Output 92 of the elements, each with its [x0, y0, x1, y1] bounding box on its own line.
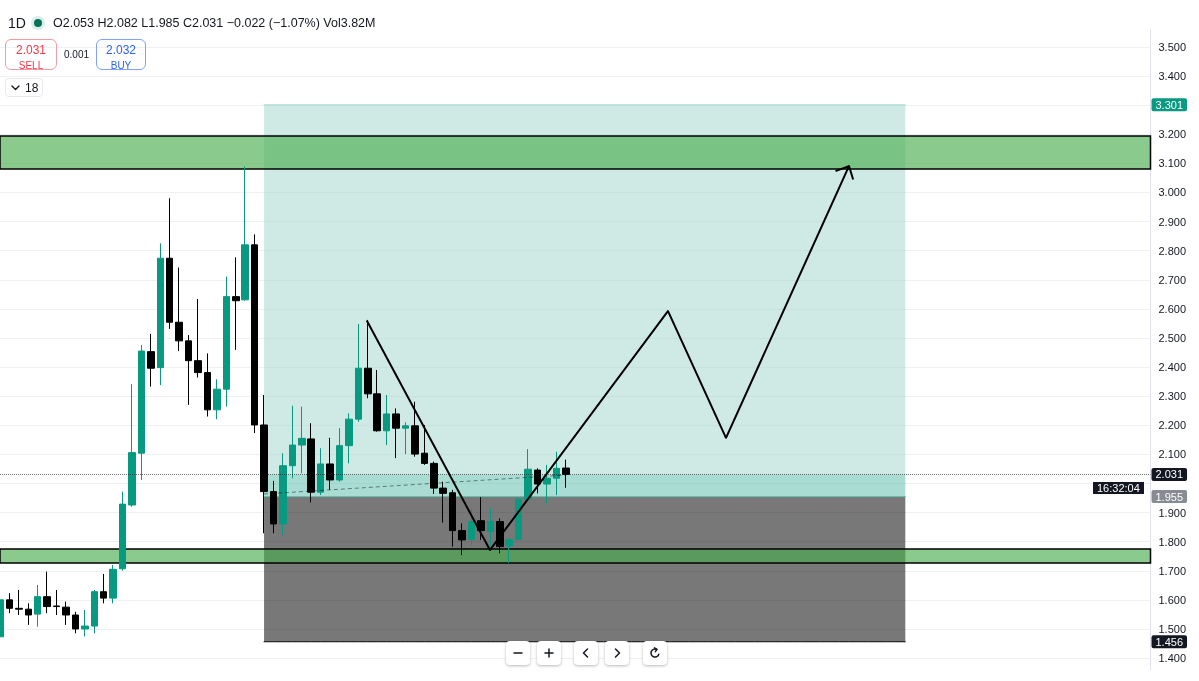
candlestick: [553, 451, 560, 496]
candlestick: [515, 497, 522, 541]
candlestick: [402, 421, 409, 455]
buy-button: 2.032 BUY: [96, 39, 146, 70]
candlestick: [468, 507, 475, 546]
candlestick: [260, 394, 268, 534]
candlestick: [487, 507, 494, 548]
candlestick: [119, 491, 126, 572]
candlestick: [524, 448, 532, 501]
chart-title: 1D: [8, 15, 26, 31]
toggle-button: 18: [5, 78, 43, 97]
annotation: 16:32:04: [1093, 482, 1144, 494]
candlestick: [392, 407, 400, 459]
y-tick-label: 3.100: [1158, 157, 1187, 170]
candlestick: [458, 522, 466, 556]
candlestick: [53, 589, 60, 616]
candlestick: [34, 584, 41, 628]
y-tick-label: 2.300: [1158, 390, 1187, 403]
candlestick: [43, 571, 51, 614]
ref-line-label: 2.031: [1155, 468, 1184, 481]
candlestick: [496, 517, 504, 554]
annotation: 2.032: [105, 43, 137, 57]
y-tick-label: 3.200: [1158, 128, 1187, 141]
candlestick: [449, 489, 456, 548]
candlestick: [383, 394, 390, 446]
chart-subtitle: O2.053 H2.082 L1.985 C2.031 −0.022 (−1.07%) Vol3.82M: [53, 16, 376, 30]
annotation: 2.031: [15, 43, 47, 57]
candlestick: [204, 352, 211, 418]
candlestick: [15, 589, 23, 616]
annotation: 1.456: [1155, 635, 1184, 648]
candlestick: [241, 166, 249, 302]
candlestick: [336, 427, 343, 483]
annotation: 1.955: [1155, 490, 1184, 503]
candlestick: [355, 323, 362, 423]
candlestick: [91, 589, 98, 634]
y-tick-label: 2.100: [1158, 448, 1187, 461]
candlestick: [317, 447, 324, 496]
candlestick: [421, 424, 428, 466]
candlestick: [72, 611, 79, 634]
candlestick: [298, 406, 306, 474]
y-tick-label: 1.500: [1158, 622, 1187, 635]
y-tick-label: 3.000: [1158, 186, 1187, 199]
y-tick-label: 2.600: [1158, 302, 1187, 315]
candlestick: [270, 480, 277, 534]
candlestick: [147, 333, 155, 388]
candlestick: [289, 405, 296, 479]
candlestick: [232, 256, 240, 351]
candlestick: [138, 344, 145, 481]
y-tick-label: 3.400: [1158, 70, 1187, 83]
candlestick: [411, 401, 419, 458]
y-tick-label: 1.900: [1158, 506, 1187, 519]
candlestick: [223, 276, 230, 408]
candlestick: [128, 383, 136, 508]
annotation: 0.001: [64, 49, 90, 60]
y-tick-label: 2.800: [1158, 244, 1187, 257]
y-tick-label: 3.500: [1158, 40, 1187, 53]
candlestick: [279, 452, 287, 536]
candlestick: [175, 267, 183, 352]
candlestick: [81, 609, 89, 638]
candlestick: [543, 464, 551, 504]
candlestick: [6, 592, 13, 614]
y-tick-label: 2.700: [1158, 273, 1187, 286]
annotation: 18: [25, 81, 39, 95]
y-tick-label: 1.800: [1158, 535, 1187, 548]
candlestick: [157, 242, 164, 386]
y-tick-label: 2.500: [1158, 331, 1187, 344]
candlestick: [213, 378, 221, 420]
candlestick: [251, 233, 258, 434]
y-tick-label: 2.200: [1158, 419, 1187, 432]
candlestick: [307, 422, 315, 503]
candlestick: [25, 602, 32, 626]
sell-button: 2.031 SELL: [5, 39, 57, 70]
candlestick: [345, 412, 353, 464]
annotation: BUY: [110, 60, 132, 71]
candlestick: [505, 538, 513, 564]
candlestick: [100, 573, 107, 604]
y-tick-label: 1.400: [1158, 652, 1187, 665]
candlestick: [562, 459, 570, 489]
annotation: 3.301: [1155, 98, 1184, 111]
candlestick: [62, 601, 70, 626]
candlestick: [534, 467, 541, 494]
candlestick: [109, 564, 117, 604]
y-tick-label: 2.900: [1158, 215, 1187, 228]
y-tick-label: 1.600: [1158, 593, 1187, 606]
annotation: SELL: [18, 60, 44, 71]
candlestick: [477, 496, 485, 541]
candlestick: [166, 197, 173, 330]
candlestick: [185, 334, 192, 406]
y-tick-label: 2.400: [1158, 361, 1187, 374]
candlestick: [326, 437, 334, 491]
y-tick-label: 1.700: [1158, 564, 1187, 577]
candlestick: [194, 298, 202, 379]
